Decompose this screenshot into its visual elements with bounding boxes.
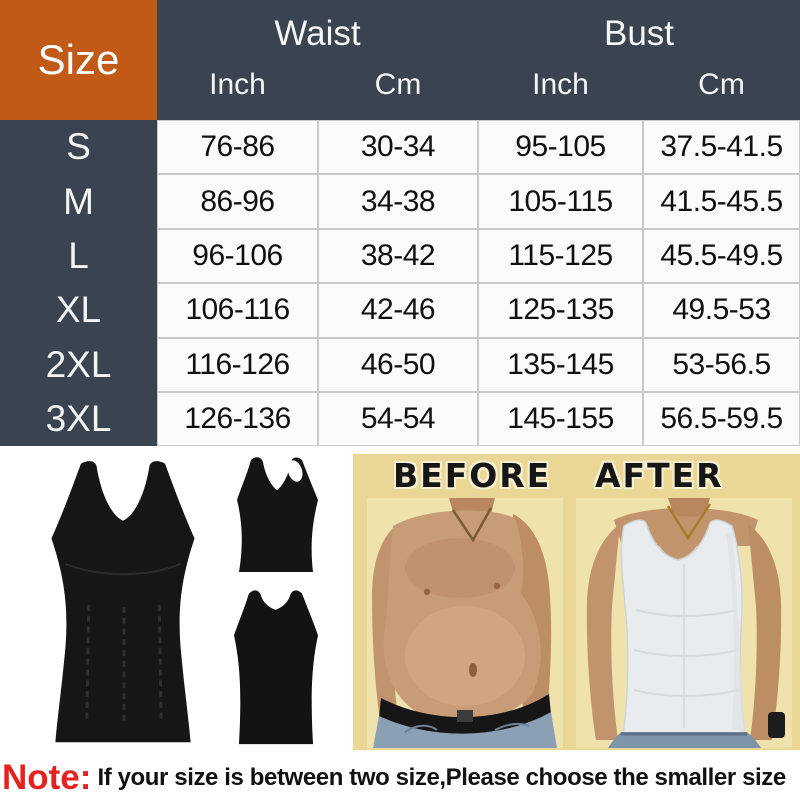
bust-inch-cell: 145-155 (478, 391, 643, 447)
waist-inch-cell: 116-126 (157, 337, 318, 392)
size-label-cell: 3XL (0, 391, 157, 447)
waist-cm-cell: 46-50 (318, 337, 478, 392)
vest-back-image (234, 590, 318, 745)
bust-inch-cell: 115-125 (478, 228, 643, 284)
size-chart-table: Size Waist Bust Inch Cm Inch Cm S 76-86 … (0, 0, 800, 447)
waist-cm-cell: 38-42 (318, 228, 478, 284)
waist-inch-cell: 86-96 (157, 174, 318, 229)
after-label: AFTER (595, 456, 724, 496)
bust-group-header: Bust (603, 14, 675, 53)
size-label-cell: XL (0, 283, 157, 338)
bust-inch-header: Inch (532, 68, 589, 101)
bust-cm-cell: 56.5-59.5 (643, 391, 800, 447)
waist-cm-cell: 54-54 (318, 391, 478, 447)
bust-inch-cell: 95-105 (478, 120, 643, 175)
size-header-cell: Size (0, 0, 157, 120)
bust-inch-cell: 125-135 (478, 283, 643, 338)
bust-inch-cell: 135-145 (478, 337, 643, 392)
bust-cm-cell: 37.5-41.5 (643, 120, 800, 175)
waist-inch-cell: 126-136 (157, 391, 318, 447)
before-photo (367, 498, 563, 749)
waist-inch-cell: 76-86 (157, 120, 318, 175)
size-label-cell: M (0, 174, 157, 229)
note-text: If your size is between two size,Please … (97, 764, 786, 792)
bust-inch-cell: 105-115 (478, 174, 643, 229)
bust-cm-cell: 53-56.5 (643, 337, 800, 392)
vest-front-image (51, 461, 195, 743)
size-label-cell: 2XL (0, 337, 157, 392)
waist-inch-cell: 106-116 (157, 283, 318, 338)
waist-cm-cell: 34-38 (318, 174, 478, 229)
product-gallery-section: BEFORE AFTER (0, 446, 800, 759)
waist-inch-header: Inch (209, 68, 266, 101)
vest-side-image (237, 457, 318, 573)
bust-cm-header: Cm (698, 68, 745, 101)
bust-cm-cell: 45.5-49.5 (643, 228, 800, 284)
bust-cm-cell: 49.5-53 (643, 283, 800, 338)
waist-cm-header: Cm (374, 68, 422, 101)
before-after-panel: BEFORE AFTER (353, 454, 800, 751)
waist-group-header: Waist (274, 14, 361, 53)
note-prefix: Note: (2, 758, 92, 797)
bust-cm-cell: 41.5-45.5 (643, 174, 800, 229)
note-bar: Note: If your size is between two size,P… (0, 758, 800, 800)
waist-inch-cell: 96-106 (157, 228, 318, 284)
waist-cm-cell: 42-46 (318, 283, 478, 338)
size-label-cell: L (0, 228, 157, 284)
waist-cm-cell: 30-34 (318, 120, 478, 175)
after-photo (576, 498, 792, 749)
before-label: BEFORE (393, 456, 552, 496)
size-label-cell: S (0, 120, 157, 175)
